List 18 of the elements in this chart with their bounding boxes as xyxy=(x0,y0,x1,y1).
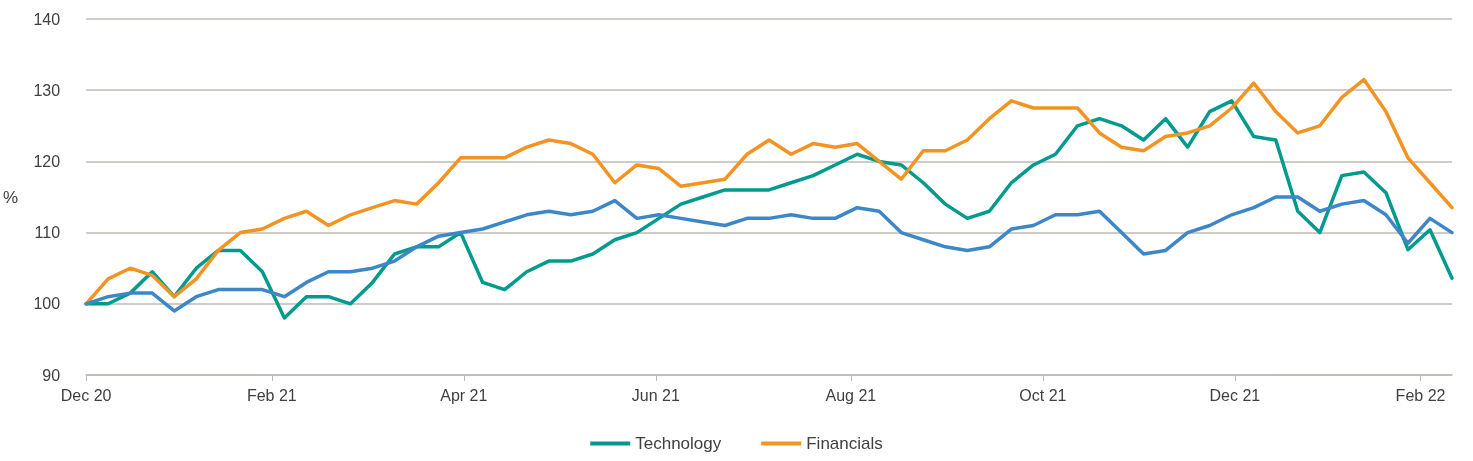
y-tick-label: 110 xyxy=(34,224,61,242)
y-tick-label: 120 xyxy=(33,152,61,170)
x-tick-label: Dec 20 xyxy=(60,386,112,404)
x-tick-label: Apr 21 xyxy=(440,386,488,404)
line-series xyxy=(84,195,1454,313)
y-tick-label: 100 xyxy=(33,295,61,313)
x-tick-label: Dec 21 xyxy=(1209,386,1261,404)
y-tick-label: 90 xyxy=(42,366,61,384)
x-tick-label: Aug 21 xyxy=(825,386,877,404)
x-tick-label: Feb 22 xyxy=(1395,386,1446,404)
y-axis-title: % xyxy=(2,187,19,207)
legend-label: Financials xyxy=(806,434,883,453)
y-tick-label: 130 xyxy=(33,81,61,99)
y-tick-label: 140 xyxy=(33,10,61,28)
x-tick-label: Jun 21 xyxy=(631,386,680,404)
x-tick-label: Oct 21 xyxy=(1019,386,1067,404)
x-tick-label: Feb 21 xyxy=(246,386,297,404)
legend-label: Technology xyxy=(635,434,722,453)
